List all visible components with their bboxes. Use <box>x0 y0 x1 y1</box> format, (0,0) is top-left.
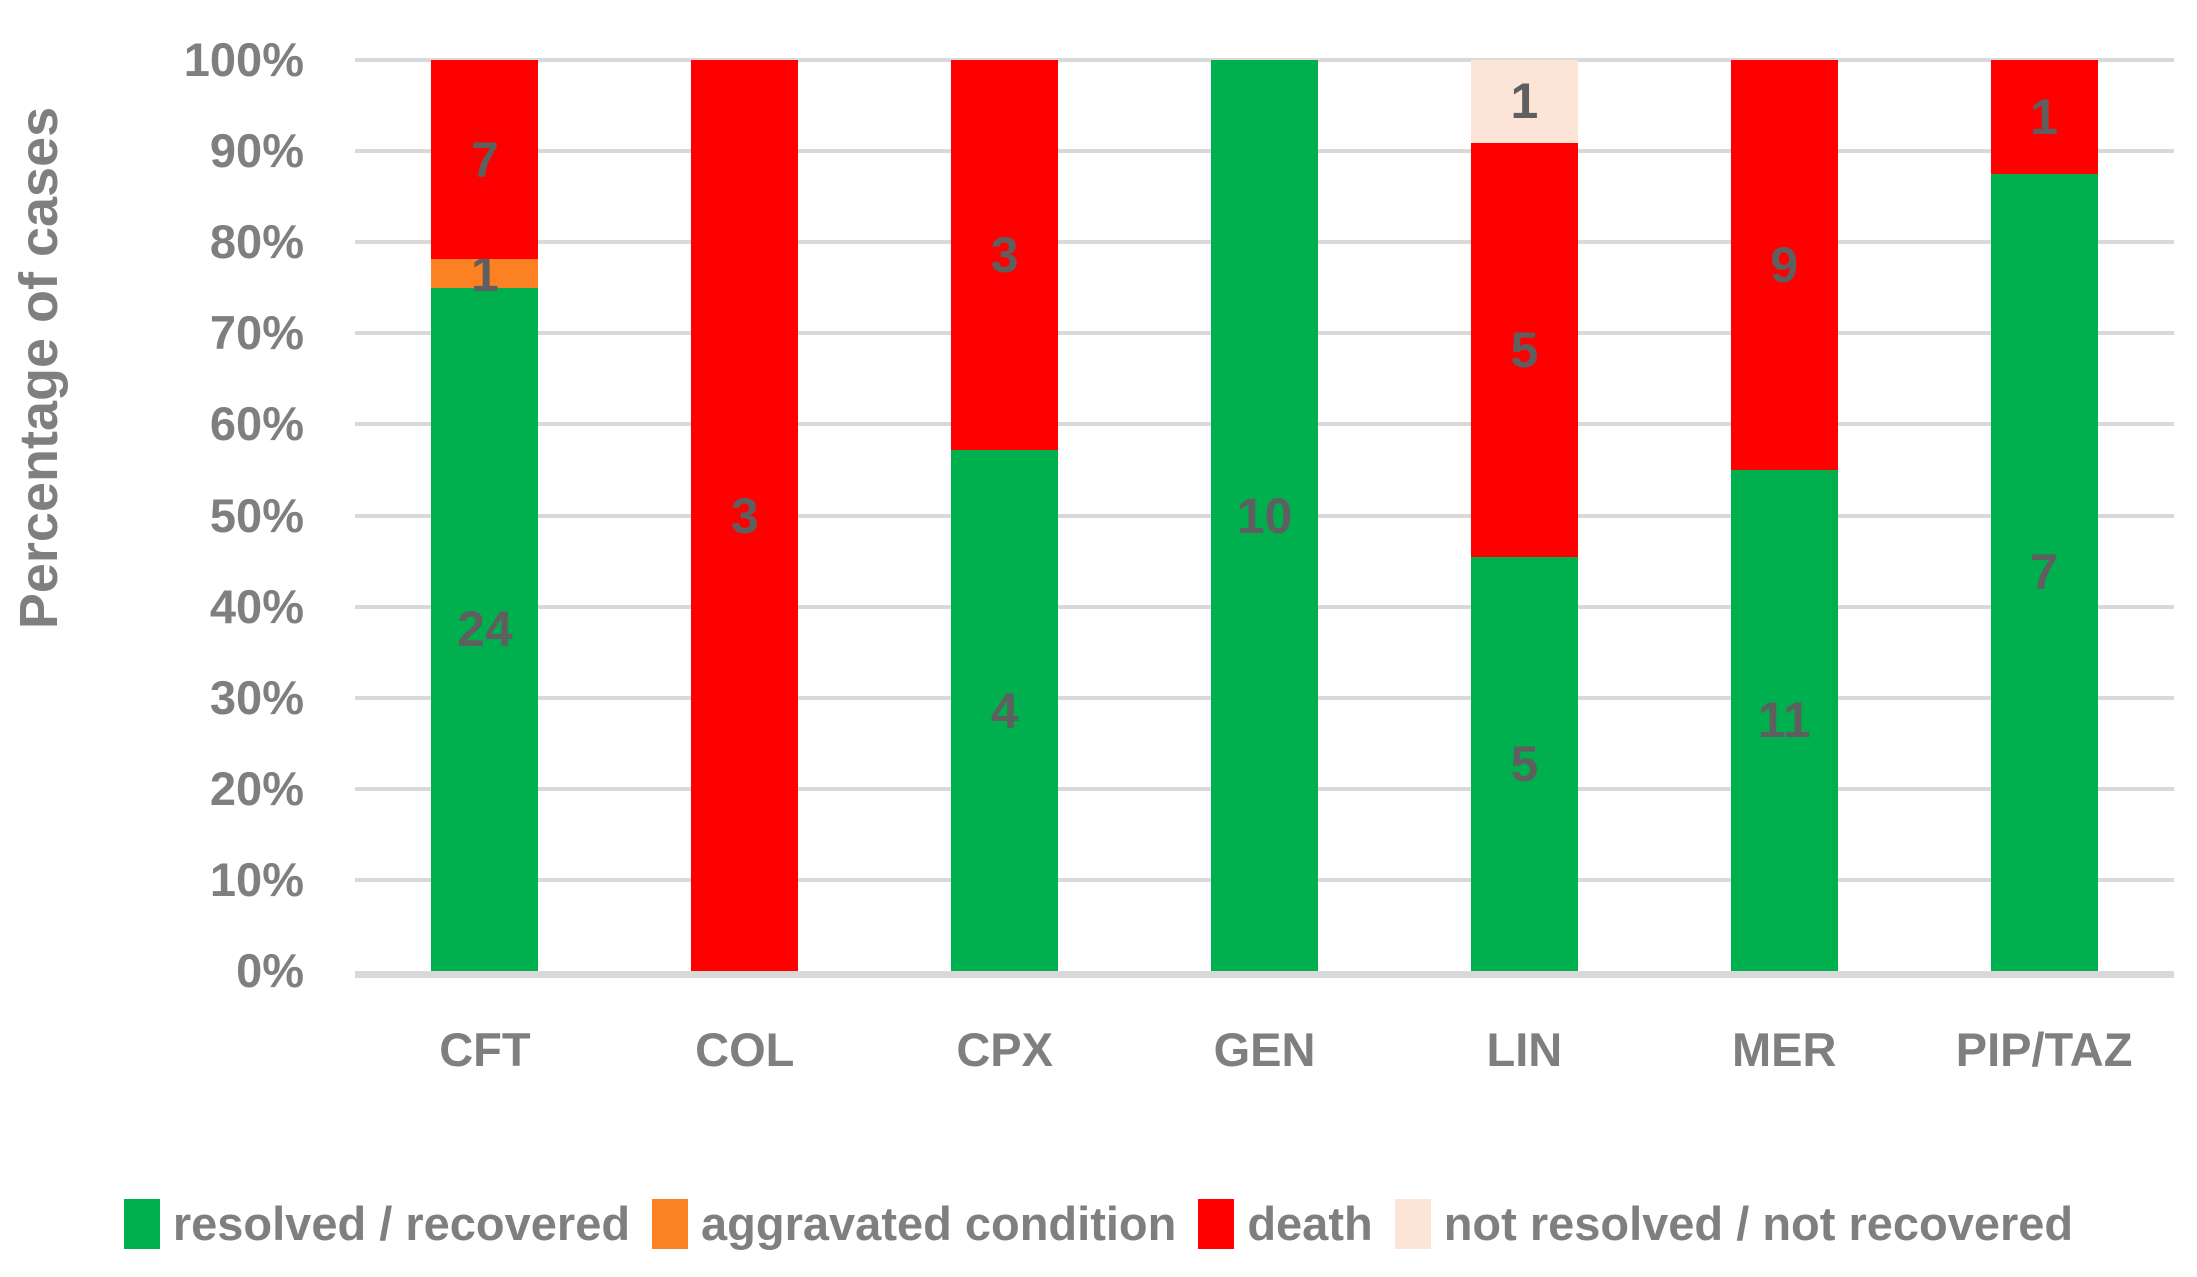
y-axis-tick-label: 20% <box>209 761 304 815</box>
bar-GEN: 10 <box>1211 60 1318 971</box>
bar-segment-value-label: 1 <box>1510 73 1539 130</box>
bar-segment-value-label: 3 <box>730 487 759 544</box>
bar-segment: 9 <box>1730 60 1838 470</box>
bar-segment: 1 <box>1470 60 1578 143</box>
x-axis-category-label: MER <box>1731 1023 1837 1076</box>
bar-segment-value-label: 9 <box>1770 236 1799 293</box>
legend-label: not resolved / not recovered <box>1443 1197 2074 1250</box>
y-axis-tick-label: 60% <box>209 397 304 451</box>
bar-segment: 10 <box>1211 60 1318 971</box>
bar-segment-value-label: 7 <box>2030 544 2058 601</box>
bar-segment: 5 <box>1470 556 1578 971</box>
bar-segment: 3 <box>691 60 799 971</box>
bar-segment: 1 <box>431 249 539 299</box>
bar-segment-value-label: 5 <box>1510 735 1539 792</box>
x-axis-category-label: CFT <box>439 1023 531 1076</box>
x-axis-line <box>355 971 2174 978</box>
legend-label: resolved / recovered <box>172 1197 631 1250</box>
bar-segment: 1 <box>1990 60 2098 174</box>
legend-label: aggravated condition <box>701 1197 1177 1250</box>
bar-MER: 11 9 <box>1730 60 1838 971</box>
legend-item: aggravated condition <box>652 1196 1176 1251</box>
bar-segment: 4 <box>951 450 1059 971</box>
legend-swatch <box>1394 1198 1431 1249</box>
bar-segment-value-label: 4 <box>990 682 1019 739</box>
x-axis-category-label: CPX <box>956 1023 1053 1076</box>
bar-segment: 7 <box>431 60 539 260</box>
legend-swatch <box>652 1198 689 1249</box>
bar-segment: 3 <box>951 60 1059 451</box>
bar-COL: 3 <box>691 60 799 971</box>
bar-segment-value-label: 1 <box>2030 88 2058 145</box>
bar-segment-value-label: 3 <box>990 227 1019 284</box>
bar-segment-value-label: 5 <box>1510 321 1539 378</box>
legend-swatch <box>123 1198 160 1249</box>
y-axis-tick-label: 40% <box>209 579 304 633</box>
x-axis-category-label: GEN <box>1213 1023 1316 1076</box>
y-axis-tick-label: 50% <box>209 488 304 542</box>
bar-segment: 7 <box>1990 173 2098 971</box>
legend-item: resolved / recovered <box>123 1196 631 1251</box>
bar-segment: 24 <box>431 287 539 971</box>
y-axis-tick-label: 80% <box>209 215 304 269</box>
plot-area: 24 1 7 3 4 3 10 5 5 1 11 9 7 1 <box>355 58 2174 978</box>
legend-item: not resolved / not recovered <box>1394 1196 2074 1251</box>
x-axis-category-label: LIN <box>1486 1023 1563 1076</box>
legend-item: death <box>1198 1196 1373 1251</box>
bar-segment-value-label: 10 <box>1236 487 1293 544</box>
bar-LIN: 5 5 1 <box>1470 60 1578 971</box>
x-axis-category-label: PIP/TAZ <box>1955 1023 2133 1076</box>
y-axis-tick-label: 10% <box>209 852 304 906</box>
x-axis-category-label: COL <box>695 1023 795 1076</box>
bar-CFT: 24 1 7 <box>431 60 539 971</box>
y-axis-tick-label: 90% <box>209 124 304 178</box>
bar-segment: 5 <box>1470 142 1578 557</box>
y-axis-tick-label: 70% <box>209 306 304 360</box>
bar-segment: 11 <box>1730 469 1838 971</box>
y-axis-tick-label: 30% <box>209 670 304 724</box>
y-axis-tick-label: 0% <box>236 944 304 997</box>
y-axis-tick-label: 100% <box>183 33 304 86</box>
legend: resolved / recovered aggravated condition… <box>0 1196 2197 1251</box>
bar-segment-value-label: 11 <box>1757 692 1811 749</box>
bar-segment-value-label: 24 <box>457 601 513 658</box>
bar-segment-value-label: 7 <box>471 131 499 188</box>
legend-swatch <box>1198 1198 1235 1249</box>
legend-label: death <box>1247 1197 1373 1250</box>
